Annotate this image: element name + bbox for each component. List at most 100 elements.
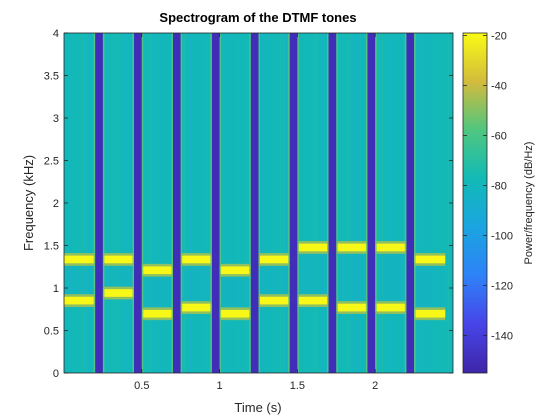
texture-stripe bbox=[274, 33, 276, 373]
colorbar-label: Power/frequency (dB/Hz) bbox=[523, 142, 535, 265]
texture-stripe bbox=[232, 33, 234, 373]
silence-gap-9 bbox=[406, 33, 415, 373]
texture-stripe bbox=[379, 33, 381, 373]
texture-stripe bbox=[436, 33, 438, 373]
texture-stripe bbox=[73, 33, 75, 373]
texture-stripe bbox=[286, 33, 288, 373]
texture-stripe bbox=[187, 33, 189, 373]
texture-stripe bbox=[238, 33, 240, 373]
tone-mid-band bbox=[180, 259, 212, 308]
texture-stripe bbox=[127, 33, 129, 373]
texture-stripe bbox=[421, 33, 423, 373]
silence-gap-4 bbox=[211, 33, 220, 373]
x-tick-label: 0.5 bbox=[134, 380, 149, 392]
silence-edge bbox=[102, 33, 105, 373]
texture-stripe bbox=[394, 33, 396, 373]
y-tick-label: 0.5 bbox=[44, 326, 59, 338]
texture-stripe bbox=[91, 33, 93, 373]
texture-stripe bbox=[193, 33, 195, 373]
tone-6 bbox=[258, 253, 290, 307]
tone-low-band bbox=[375, 303, 407, 312]
texture-stripe bbox=[124, 33, 126, 373]
texture-stripe bbox=[223, 33, 225, 373]
tone-5 bbox=[219, 263, 251, 321]
y-tick-label: 3 bbox=[53, 113, 59, 125]
tone-high-band bbox=[219, 266, 251, 275]
texture-stripe bbox=[442, 33, 444, 373]
texture-stripe bbox=[166, 33, 168, 373]
texture-stripe bbox=[385, 33, 387, 373]
silence-edge bbox=[414, 33, 416, 373]
tone-1 bbox=[64, 253, 96, 307]
texture-stripe bbox=[319, 33, 321, 373]
tone-4 bbox=[180, 253, 212, 314]
tone-low-band bbox=[141, 309, 173, 318]
colorbar-tick-label: -20 bbox=[491, 31, 507, 43]
texture-stripe bbox=[343, 33, 345, 373]
tone-high-band bbox=[64, 255, 96, 264]
texture-stripe bbox=[70, 33, 72, 373]
texture-stripe bbox=[268, 33, 270, 373]
texture-stripe bbox=[169, 33, 171, 373]
texture-stripe bbox=[82, 33, 84, 373]
texture-stripe bbox=[241, 33, 243, 373]
texture-stripe bbox=[325, 33, 327, 373]
texture-stripe bbox=[361, 33, 363, 373]
texture-stripe bbox=[244, 33, 246, 373]
texture-stripe bbox=[400, 33, 402, 373]
colorbar-tick-label: -120 bbox=[491, 281, 513, 293]
tone-mid-band bbox=[336, 247, 368, 308]
silence-edge bbox=[180, 33, 183, 373]
texture-stripe bbox=[112, 33, 114, 373]
y-tick-label: 3.5 bbox=[44, 71, 59, 83]
texture-stripe bbox=[310, 33, 312, 373]
tone-low-band bbox=[102, 289, 135, 297]
texture-stripe bbox=[283, 33, 285, 373]
texture-stripe bbox=[154, 33, 156, 373]
silence-edge bbox=[132, 33, 135, 373]
texture-stripe bbox=[301, 33, 303, 373]
texture-stripe bbox=[145, 33, 147, 373]
silence-gap-6 bbox=[289, 33, 298, 373]
texture-stripe bbox=[160, 33, 162, 373]
texture-stripe bbox=[262, 33, 264, 373]
colorbar-frame bbox=[462, 32, 488, 374]
silence-edge bbox=[336, 33, 338, 373]
tone-low-band bbox=[219, 309, 251, 318]
texture-stripe bbox=[397, 33, 399, 373]
y-tick-label: 2 bbox=[53, 198, 59, 210]
tone-high-band bbox=[258, 255, 290, 264]
texture-stripe bbox=[307, 33, 309, 373]
silence-edge bbox=[288, 33, 290, 373]
silence-gap-2 bbox=[134, 33, 142, 373]
texture-stripe bbox=[418, 33, 420, 373]
y-axis: 0 0.5 1 1.5 2 2.5 3 3.5 4 bbox=[44, 28, 453, 380]
texture-stripe bbox=[196, 33, 198, 373]
tone-mid-band bbox=[297, 247, 329, 301]
tone-mid-band bbox=[258, 259, 290, 301]
tone-high-band bbox=[297, 243, 329, 252]
silence-edge bbox=[93, 33, 96, 373]
texture-stripe bbox=[115, 33, 117, 373]
silence-edge bbox=[297, 33, 299, 373]
x-tick-label: 2 bbox=[372, 380, 378, 392]
silence-edge bbox=[404, 33, 407, 373]
texture-stripe bbox=[118, 33, 120, 373]
tone-low-band bbox=[297, 296, 329, 305]
tone-mid-band bbox=[414, 259, 446, 314]
texture-stripe bbox=[364, 33, 366, 373]
y-tick-label: 4 bbox=[53, 28, 59, 40]
texture-stripe bbox=[184, 33, 186, 373]
silence-gap-7 bbox=[328, 33, 337, 373]
tone-low-band bbox=[414, 309, 446, 318]
texture-stripe bbox=[88, 33, 90, 373]
spectrogram-plot-area bbox=[64, 33, 453, 373]
silence-edge bbox=[219, 33, 222, 373]
texture-stripe bbox=[265, 33, 267, 373]
texture-stripe bbox=[433, 33, 435, 373]
texture-stripe bbox=[304, 33, 306, 373]
tone-high-band bbox=[180, 255, 212, 264]
texture-stripe bbox=[427, 33, 429, 373]
x-axis-label: Time (s) bbox=[234, 400, 281, 415]
colorbar: -20 -40 -60 -80 -100 -120 -140 Power/frequency… bbox=[462, 31, 535, 374]
